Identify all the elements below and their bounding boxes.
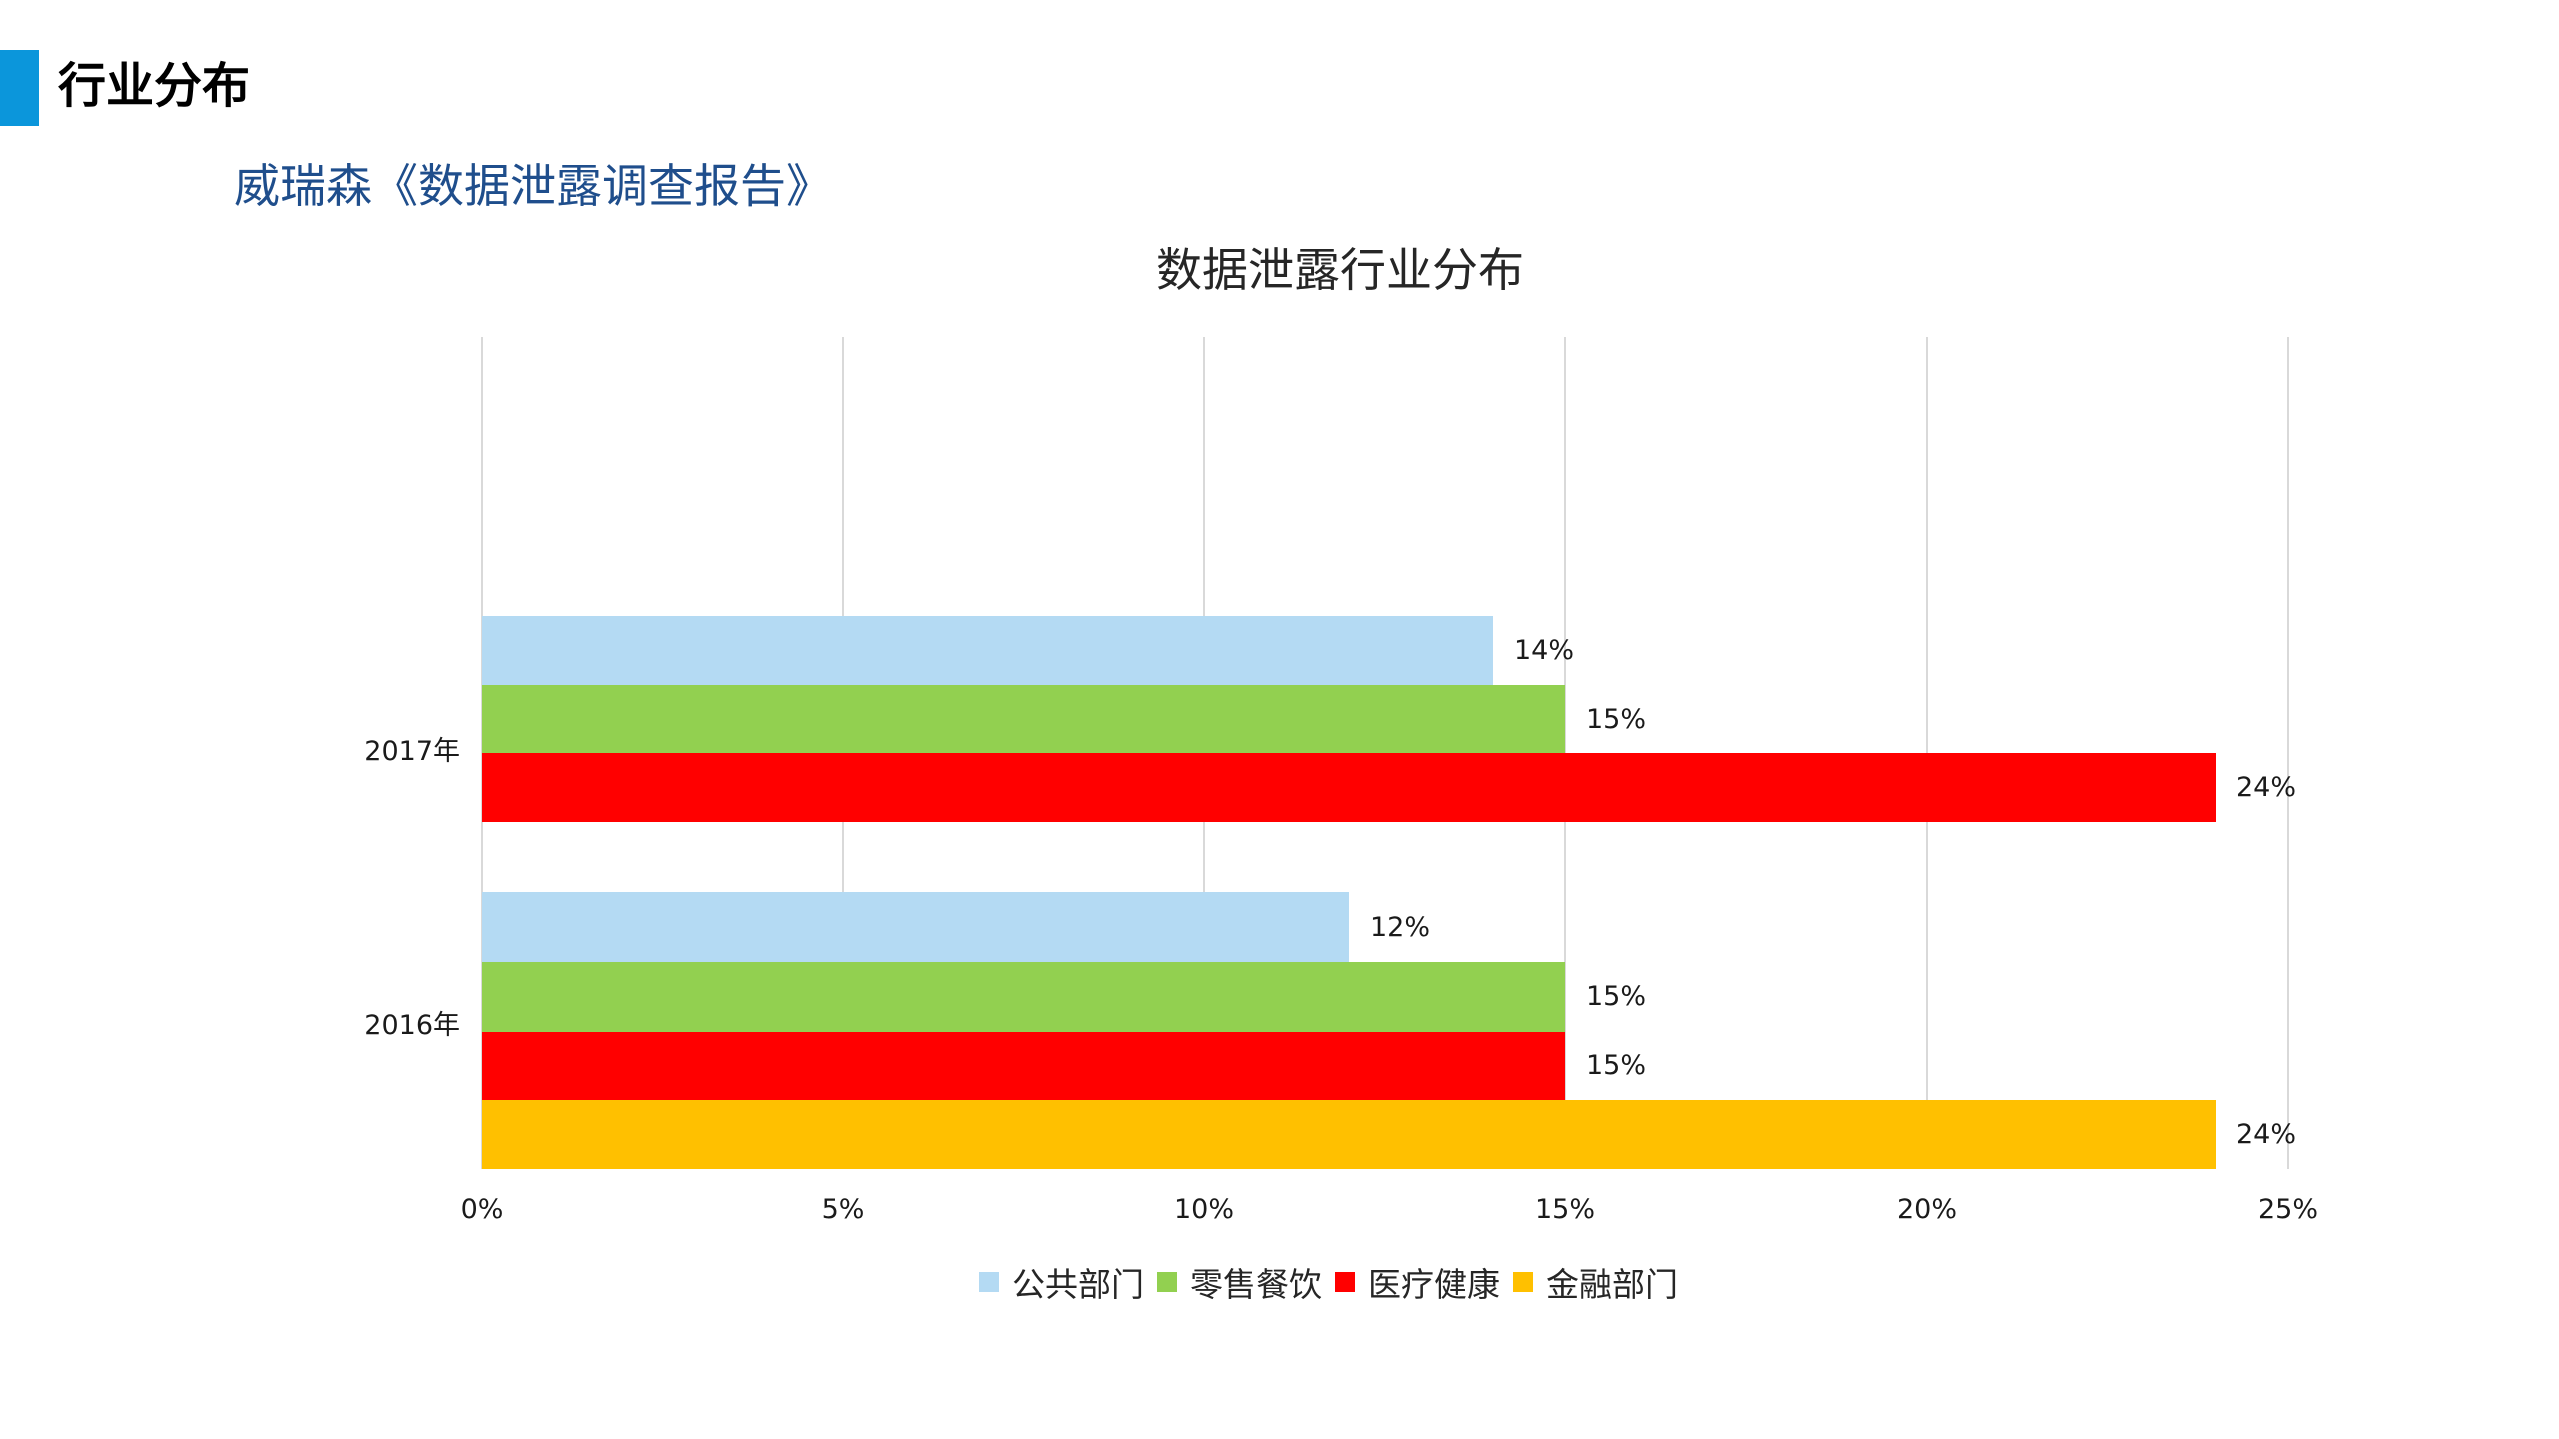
data-label-2017-public: 14%	[1514, 635, 1575, 666]
data-label-2016-public: 12%	[1370, 912, 1431, 943]
category-label-2016: 2016年	[364, 1010, 460, 1041]
category-label-2017: 2017年	[364, 736, 460, 767]
data-label-2017-health: 24%	[2236, 772, 2297, 803]
legend-item-public-sector[interactable]: 公共部门	[979, 1258, 1144, 1306]
bar-2017-healthcare	[482, 753, 2216, 822]
legend-item-retail[interactable]: 零售餐饮	[1157, 1258, 1322, 1306]
x-tick-label: 25%	[2257, 1194, 2318, 1225]
legend-label: 公共部门	[1012, 1265, 1144, 1304]
legend-swatch-icon	[1513, 1272, 1533, 1292]
x-tick-label: 10%	[1173, 1194, 1234, 1225]
data-label-2016-retail: 15%	[1586, 981, 1647, 1012]
data-label-2017-retail: 15%	[1586, 704, 1647, 735]
page-subtitle: 威瑞森《数据泄露调查报告》	[234, 159, 832, 213]
gridline-25	[2287, 337, 2289, 1169]
x-tick-label: 15%	[1534, 1194, 1595, 1225]
page-title: 行业分布	[58, 58, 251, 114]
legend-label: 零售餐饮	[1190, 1265, 1322, 1304]
legend-item-finance[interactable]: 金融部门	[1513, 1258, 1678, 1306]
bar-2017-public-sector	[482, 616, 1493, 685]
chart-title: 数据泄露行业分布	[1156, 243, 1524, 297]
bar-2016-healthcare	[482, 1032, 1565, 1100]
legend-swatch-icon	[979, 1272, 999, 1292]
x-tick-label: 0%	[460, 1194, 504, 1225]
title-accent-bar	[0, 50, 39, 126]
bar-2016-public-sector	[482, 892, 1349, 962]
data-label-2016-finance: 24%	[2236, 1119, 2297, 1150]
legend-label: 金融部门	[1546, 1265, 1678, 1304]
chart-legend: 公共部门 零售餐饮 医疗健康 金融部门	[0, 1260, 2559, 1304]
legend-swatch-icon	[1335, 1272, 1355, 1292]
legend-item-healthcare[interactable]: 医疗健康	[1335, 1258, 1500, 1306]
legend-swatch-icon	[1157, 1272, 1177, 1292]
x-tick-label: 5%	[821, 1194, 865, 1225]
data-label-2016-health: 15%	[1586, 1050, 1647, 1081]
legend-label: 医疗健康	[1368, 1265, 1500, 1304]
bar-2016-retail	[482, 962, 1565, 1032]
x-tick-label: 20%	[1896, 1194, 1957, 1225]
bar-2017-retail	[482, 685, 1565, 753]
bar-2016-finance	[482, 1100, 2216, 1169]
